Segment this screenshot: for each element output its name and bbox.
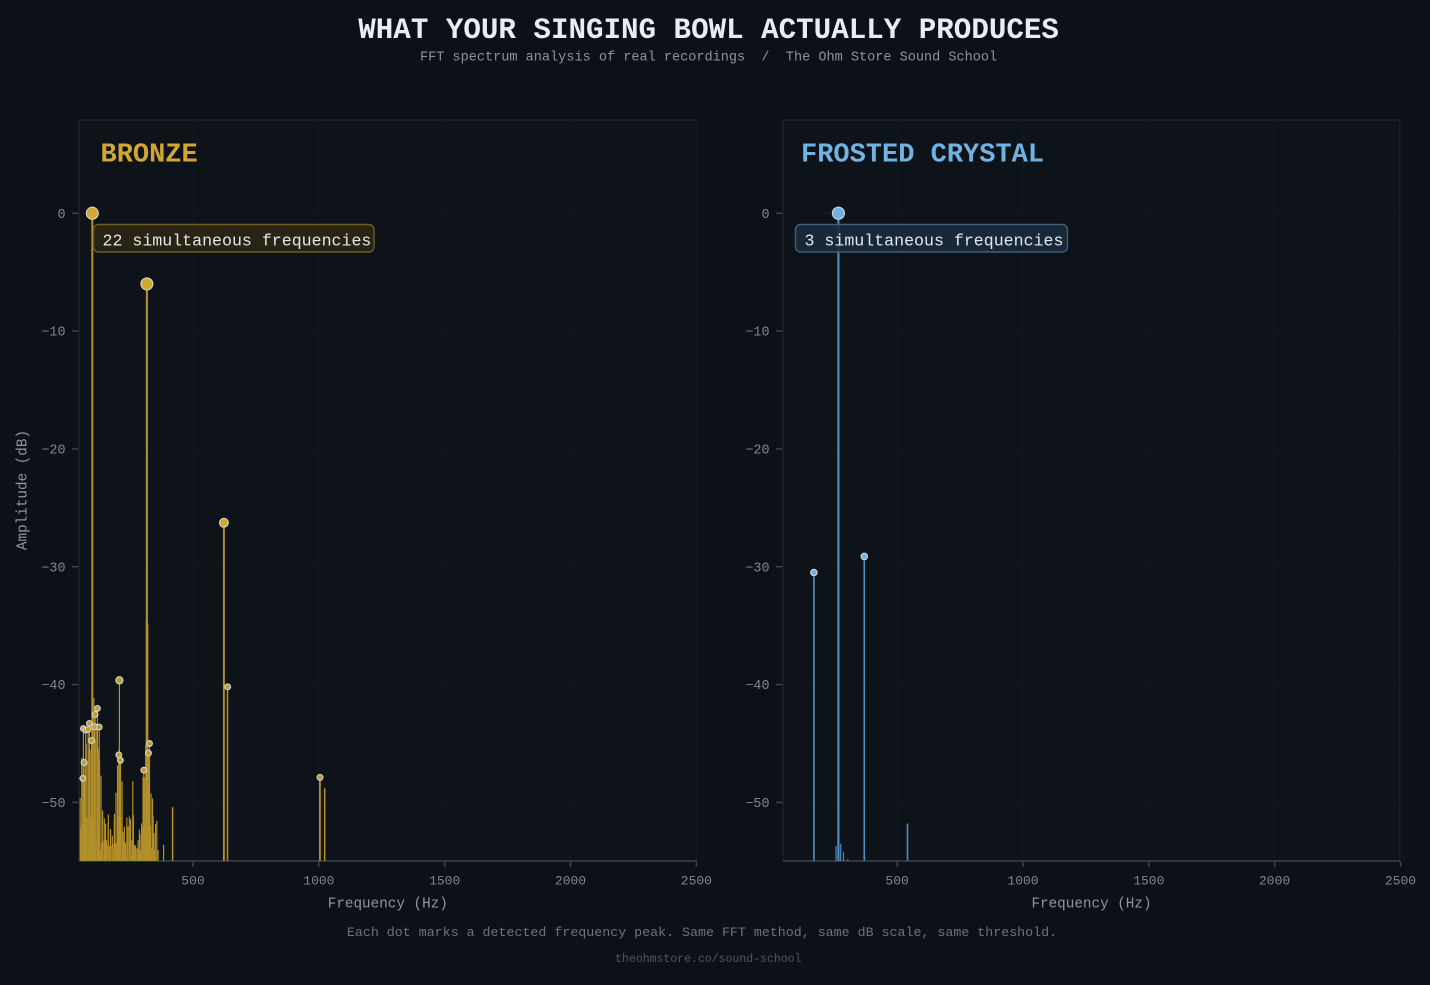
- svg-text:500: 500: [181, 874, 204, 889]
- svg-text:−30: −30: [41, 561, 65, 576]
- svg-text:0: 0: [57, 208, 65, 223]
- svg-text:Frequency (Hz): Frequency (Hz): [328, 897, 448, 913]
- svg-text:Each dot marks a detected freq: Each dot marks a detected frequency peak…: [347, 925, 1057, 940]
- svg-text:−20: −20: [41, 444, 65, 459]
- svg-text:FFT spectrum analysis of real: FFT spectrum analysis of real recordings…: [420, 51, 997, 66]
- svg-text:BRONZE: BRONZE: [101, 141, 198, 171]
- svg-text:theohmstore.co/sound-school: theohmstore.co/sound-school: [615, 953, 801, 966]
- svg-text:−30: −30: [745, 561, 769, 576]
- svg-text:2500: 2500: [681, 874, 712, 889]
- svg-text:Amplitude (dB): Amplitude (dB): [16, 430, 32, 550]
- svg-text:FROSTED CRYSTAL: FROSTED CRYSTAL: [801, 141, 1044, 171]
- svg-text:22 simultaneous frequencies: 22 simultaneous frequencies: [103, 231, 372, 250]
- svg-text:1000: 1000: [1007, 874, 1038, 889]
- svg-text:−40: −40: [745, 679, 769, 694]
- svg-text:1500: 1500: [429, 874, 460, 889]
- svg-text:−20: −20: [745, 444, 769, 459]
- svg-text:2000: 2000: [1259, 874, 1290, 889]
- svg-text:2500: 2500: [1385, 874, 1416, 889]
- svg-text:−40: −40: [41, 679, 65, 694]
- svg-text:−10: −10: [745, 326, 769, 341]
- svg-text:1500: 1500: [1133, 874, 1164, 889]
- svg-text:0: 0: [761, 208, 769, 223]
- svg-text:WHAT YOUR SINGING BOWL ACTUALL: WHAT YOUR SINGING BOWL ACTUALLY PRODUCES: [358, 14, 1059, 47]
- svg-text:500: 500: [885, 874, 908, 889]
- svg-text:3 simultaneous frequencies: 3 simultaneous frequencies: [805, 231, 1064, 250]
- svg-text:Frequency (Hz): Frequency (Hz): [1031, 897, 1151, 913]
- svg-text:1000: 1000: [303, 874, 334, 889]
- svg-text:−10: −10: [41, 326, 65, 341]
- svg-text:−50: −50: [41, 797, 65, 812]
- svg-text:2000: 2000: [555, 874, 586, 889]
- svg-text:−50: −50: [745, 797, 769, 812]
